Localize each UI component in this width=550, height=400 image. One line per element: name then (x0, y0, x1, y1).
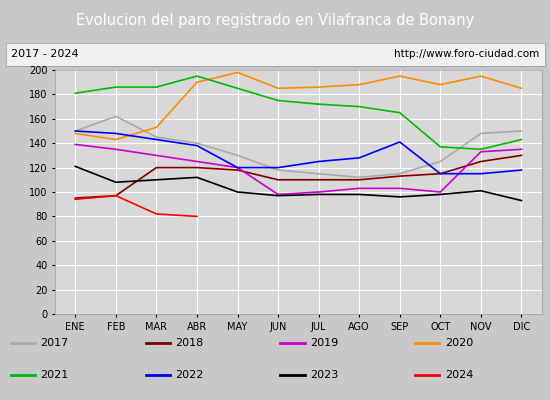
Text: 2023: 2023 (310, 370, 338, 380)
Text: Evolucion del paro registrado en Vilafranca de Bonany: Evolucion del paro registrado en Vilafra… (76, 14, 474, 28)
Text: 2017: 2017 (41, 338, 69, 348)
Text: http://www.foro-ciudad.com: http://www.foro-ciudad.com (394, 49, 539, 59)
Text: 2019: 2019 (310, 338, 338, 348)
Text: 2020: 2020 (445, 338, 473, 348)
Text: 2017 - 2024: 2017 - 2024 (11, 49, 79, 59)
Text: 2022: 2022 (175, 370, 204, 380)
Text: 2018: 2018 (175, 338, 204, 348)
Text: 2024: 2024 (445, 370, 473, 380)
Text: 2021: 2021 (41, 370, 69, 380)
